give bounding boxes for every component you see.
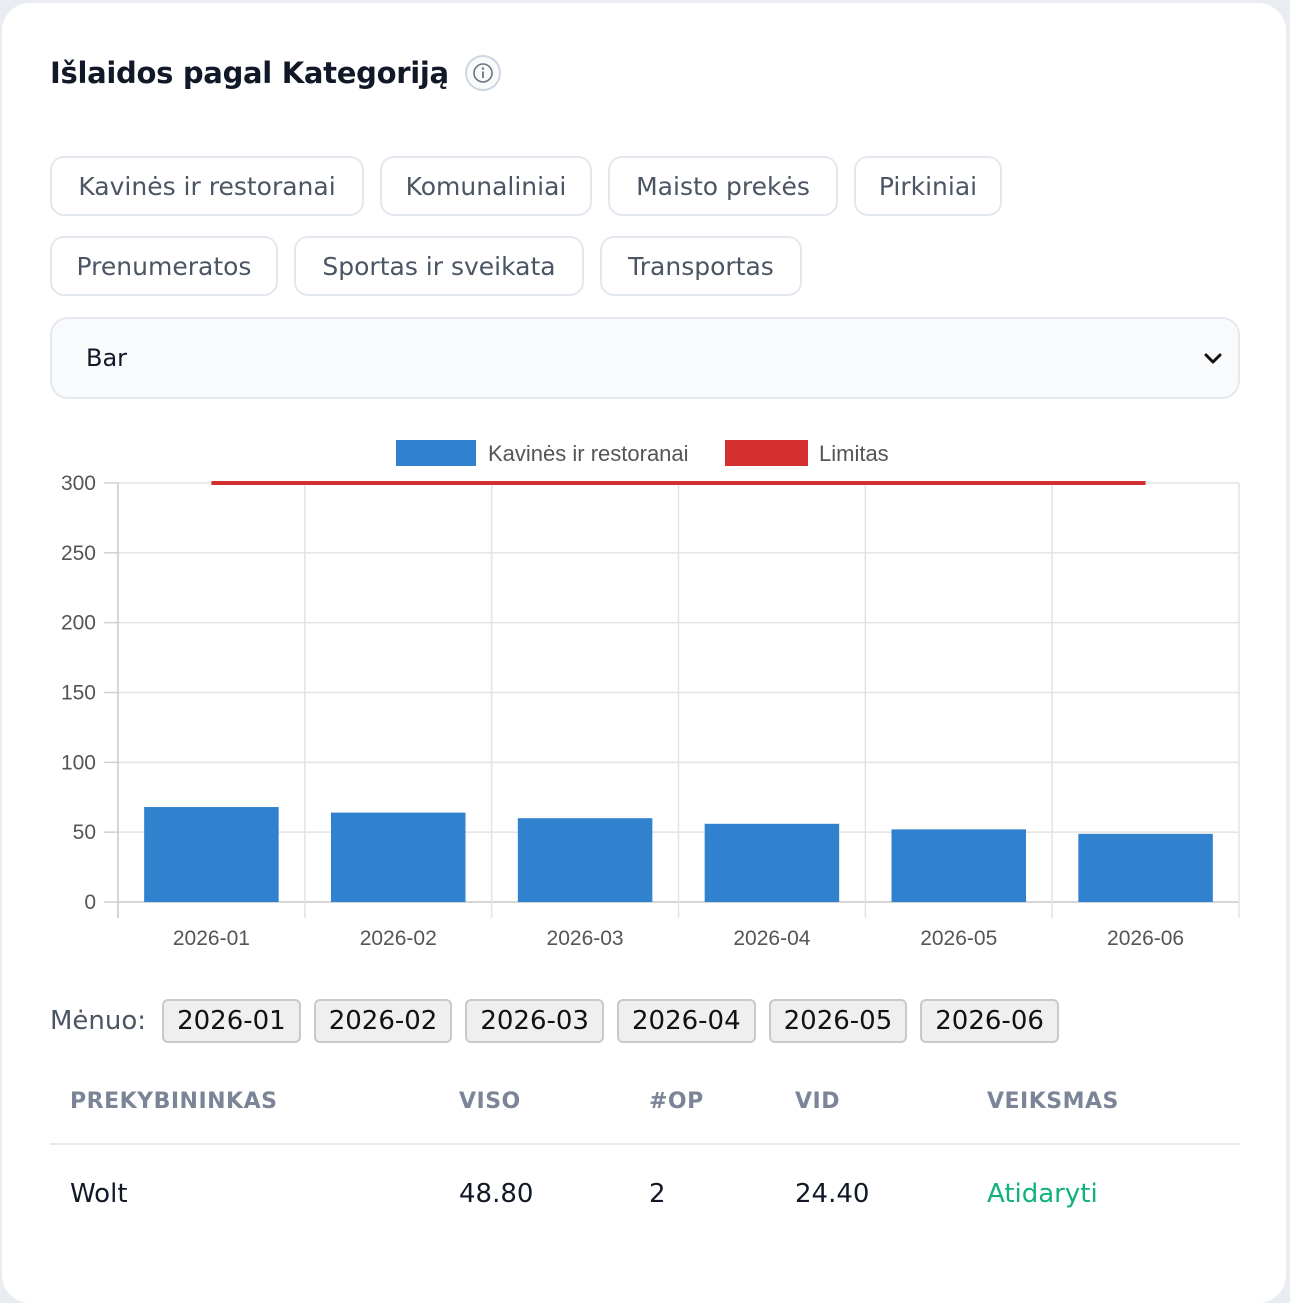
category-chip[interactable]: Pirkiniai [854,156,1002,216]
x-tick-label: 2026-04 [733,927,810,950]
chart-type-value: Bar [86,344,128,372]
y-tick-label: 300 [61,472,96,495]
cell-avg: 24.40 [795,1179,870,1209]
y-tick-label: 0 [84,891,96,914]
bar [704,823,840,902]
month-button[interactable]: 2026-06 [920,999,1059,1043]
bar [330,812,466,902]
legend-swatch-bar [396,440,476,466]
x-tick-label: 2026-01 [173,927,250,950]
bar [517,818,653,902]
legend-label-bar: Kavinės ir restoranai [488,441,689,466]
category-chip[interactable]: Transportas [600,236,802,296]
legend-label-limit: Limitas [819,441,889,466]
month-button[interactable]: 2026-05 [768,999,908,1043]
header-avg: VID [795,1089,840,1114]
header-ops: #OP [649,1089,704,1114]
bar-chart: 0 50 100 150 200 250 300 2026-01 2026-02 2026-03 2… [61,440,1240,950]
category-chip[interactable]: Komunaliniai [380,156,592,216]
header-total: VISO [459,1089,521,1114]
cell-total: 48.80 [459,1179,534,1209]
header-merchant: PREKYBININKAS [70,1089,278,1114]
open-link[interactable]: Atidaryti [987,1179,1098,1209]
bar [1078,833,1213,902]
table-divider [50,1143,1240,1145]
card-title: Išlaidos pagal Kategoriją [50,56,449,90]
cell-merchant: Wolt [70,1179,128,1209]
y-tick-label: 200 [61,612,96,635]
category-chip[interactable]: Kavinės ir restoranai [50,156,364,216]
y-tick-label: 150 [61,682,96,705]
chart-type-select[interactable]: Bar [50,317,1240,399]
x-tick-label: 2026-05 [920,927,997,950]
chevron-down-icon [1202,347,1224,375]
x-tick-label: 2026-02 [360,927,437,950]
y-tick-label: 100 [61,751,96,774]
category-chip[interactable]: Maisto prekės [608,156,838,216]
y-tick-label: 50 [73,821,96,844]
cell-ops: 2 [649,1179,666,1209]
title-row: Išlaidos pagal Kategoriją [50,55,501,91]
bar [144,807,279,902]
month-button[interactable]: 2026-03 [465,999,604,1043]
x-tick-label: 2026-06 [1107,927,1184,950]
month-button[interactable]: 2026-02 [313,999,453,1043]
y-tick-label: 250 [61,542,96,565]
spending-by-category-card: Išlaidos pagal Kategoriją Kavinės ir res… [2,3,1286,1303]
x-tick-label: 2026-03 [547,927,624,950]
category-chip[interactable]: Sportas ir sveikata [294,236,584,296]
header-action: VEIKSMAS [987,1089,1119,1114]
legend-swatch-limit [725,440,808,466]
bar [891,829,1027,902]
month-button[interactable]: 2026-01 [162,999,301,1043]
month-button[interactable]: 2026-04 [616,999,756,1043]
month-filter-label: Mėnuo: [50,1006,147,1036]
month-filter: Mėnuo: 2026-01 2026-02 2026-03 2026-04 2… [50,999,1072,1043]
info-icon[interactable] [464,55,501,91]
category-chip[interactable]: Prenumeratos [50,236,278,296]
